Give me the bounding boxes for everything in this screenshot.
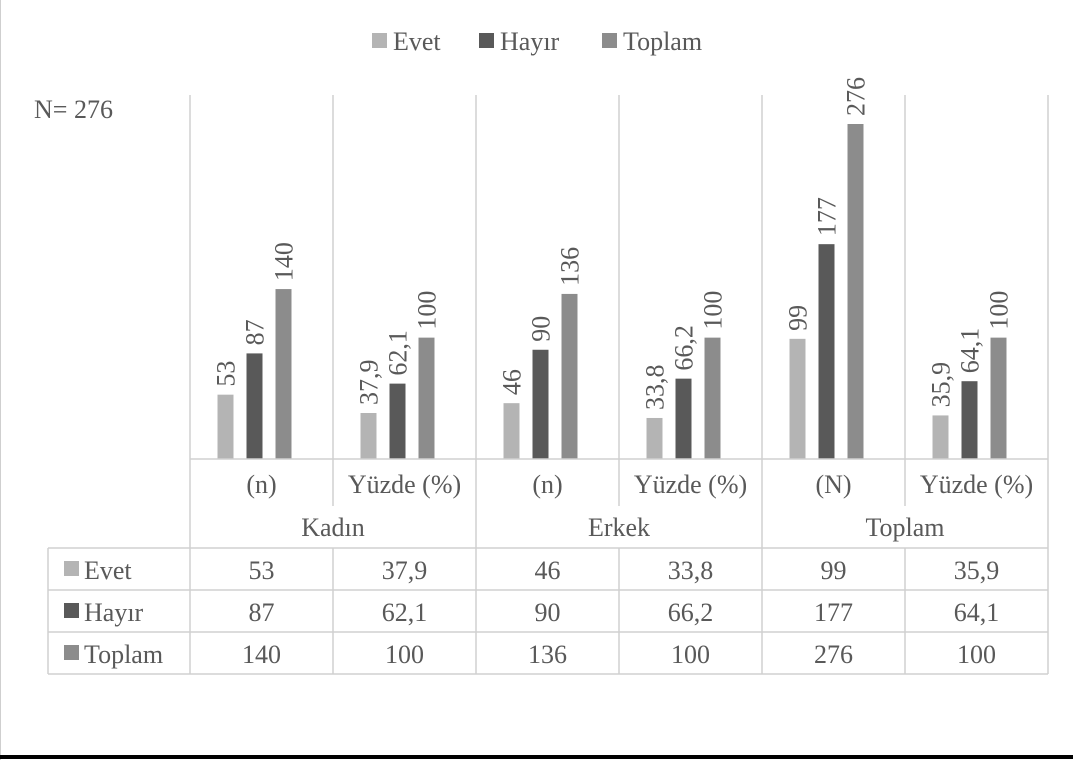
bar-evet bbox=[789, 338, 806, 459]
bar-hayir bbox=[961, 381, 978, 459]
bar-evet bbox=[217, 394, 234, 459]
data-label: 136 bbox=[556, 247, 585, 286]
table-cell: 276 bbox=[814, 640, 853, 669]
group-label: Erkek bbox=[588, 513, 650, 542]
legend-swatch bbox=[479, 33, 494, 48]
data-label: 46 bbox=[498, 369, 527, 395]
data-label: 37,9 bbox=[355, 359, 384, 405]
table-cell: 100 bbox=[671, 640, 710, 669]
category-label: Yüzde (%) bbox=[634, 470, 747, 499]
bar-hayir bbox=[246, 353, 263, 459]
table-cell: 99 bbox=[821, 556, 847, 585]
data-label: 90 bbox=[527, 316, 556, 342]
category-label: (n) bbox=[532, 470, 562, 499]
bar-hayir bbox=[675, 378, 692, 459]
table-cell: 177 bbox=[814, 598, 853, 627]
legend-label: Evet bbox=[393, 27, 441, 56]
category-label: (n) bbox=[246, 470, 276, 499]
group-label: Toplam bbox=[865, 513, 944, 542]
data-label: 276 bbox=[842, 77, 871, 116]
table-legend-key bbox=[64, 645, 79, 660]
table-legend-key bbox=[64, 561, 79, 576]
legend-label: Toplam bbox=[623, 27, 702, 56]
bar-toplam bbox=[561, 293, 578, 459]
bar-toplam bbox=[847, 124, 864, 459]
table-cell: 53 bbox=[249, 556, 275, 585]
bar-toplam bbox=[990, 337, 1007, 459]
data-table: Evet 53 37,9 46 33,8 99 35,9 Hayır 87 62,1 90 66,2 1… bbox=[47, 547, 1049, 675]
table-cell: 100 bbox=[957, 640, 996, 669]
table-cell: 33,8 bbox=[668, 556, 714, 585]
bar-evet bbox=[932, 415, 949, 459]
table-cell: 87 bbox=[249, 598, 275, 627]
data-label: 140 bbox=[270, 242, 299, 281]
table-legend-key bbox=[64, 603, 79, 618]
table-row-label: Evet bbox=[84, 556, 132, 585]
bar-toplam bbox=[418, 337, 435, 459]
bar-hayir bbox=[532, 349, 549, 459]
bar-toplam bbox=[275, 289, 292, 459]
plot-area: 53 37,9 46 33,8 99 35,9 87 62,1 90 66,2 177 64,1 140… bbox=[189, 77, 1049, 548]
bar-evet bbox=[503, 403, 520, 459]
data-label: 64,1 bbox=[956, 328, 985, 374]
table-cell: 46 bbox=[535, 556, 561, 585]
data-label: 35,9 bbox=[927, 362, 956, 408]
table-cell: 37,9 bbox=[382, 556, 428, 585]
legend: Evet Hayır Toplam bbox=[372, 27, 702, 56]
table-cell: 140 bbox=[242, 640, 281, 669]
table-cell: 100 bbox=[385, 640, 424, 669]
table-cell: 35,9 bbox=[954, 556, 1000, 585]
category-label: Yüzde (%) bbox=[348, 470, 461, 499]
sample-size-annotation: N= 276 bbox=[34, 95, 113, 124]
bar-hayir bbox=[389, 383, 406, 459]
data-label: 87 bbox=[241, 319, 270, 345]
bar-evet bbox=[646, 417, 663, 459]
data-label: 33,8 bbox=[641, 364, 670, 410]
data-label: 99 bbox=[784, 305, 813, 331]
legend-swatch bbox=[602, 33, 617, 48]
group-label: Kadın bbox=[301, 513, 365, 542]
bar-toplam bbox=[704, 337, 721, 459]
data-label: 66,2 bbox=[670, 325, 699, 371]
data-label: 62,1 bbox=[384, 330, 413, 376]
legend-label: Hayır bbox=[500, 27, 560, 56]
table-cell: 62,1 bbox=[382, 598, 428, 627]
table-row-label: Toplam bbox=[84, 640, 163, 669]
bar-evet bbox=[360, 412, 377, 459]
data-label: 100 bbox=[413, 291, 442, 330]
data-label: 100 bbox=[985, 291, 1014, 330]
category-label: Yüzde (%) bbox=[920, 470, 1033, 499]
bar-hayir bbox=[818, 244, 835, 459]
legend-swatch bbox=[372, 33, 387, 48]
table-cell: 66,2 bbox=[668, 598, 714, 627]
data-label: 177 bbox=[813, 197, 842, 236]
table-cell: 90 bbox=[535, 598, 561, 627]
table-cell: 136 bbox=[528, 640, 567, 669]
data-label: 53 bbox=[212, 361, 241, 387]
data-label: 100 bbox=[699, 291, 728, 330]
table-row-label: Hayır bbox=[84, 598, 144, 627]
table-cell: 64,1 bbox=[954, 598, 1000, 627]
category-label: (N) bbox=[815, 470, 851, 499]
